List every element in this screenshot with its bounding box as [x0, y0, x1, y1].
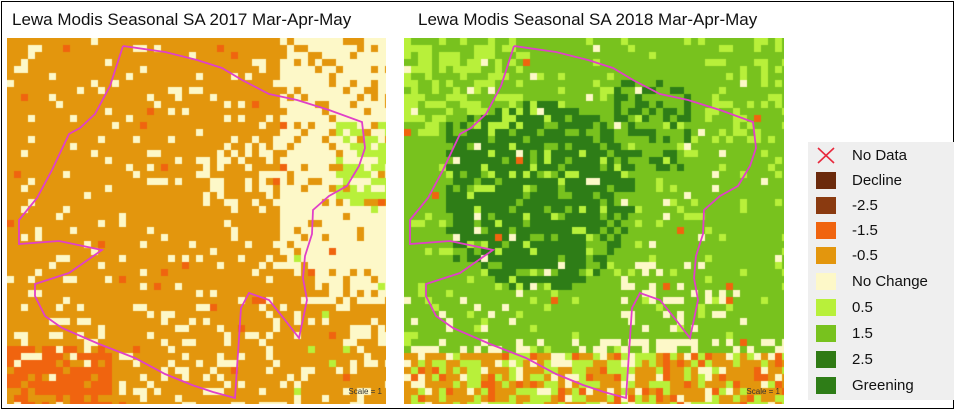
legend: No Data Decline -2.5 -1.5 -0.5 No Change…: [808, 142, 954, 400]
legend-swatch: [816, 196, 836, 214]
legend-item-minus-1-5: -1.5: [816, 219, 878, 241]
legend-swatch: [816, 350, 836, 368]
legend-swatch: [816, 324, 836, 342]
legend-swatch: [816, 298, 836, 316]
x-mark-icon: [816, 146, 836, 164]
legend-item-minus-0-5: -0.5: [816, 244, 878, 266]
map-title-2018: Lewa Modis Seasonal SA 2018 Mar-Apr-May: [418, 10, 758, 29]
conservancy-boundary-2017: [18, 45, 366, 400]
legend-label: Greening: [852, 376, 914, 394]
legend-label: 1.5: [852, 324, 873, 342]
legend-swatch: [816, 221, 836, 239]
map-panel-2017: Scale = 1: [7, 38, 386, 404]
legend-swatch: [816, 171, 836, 189]
legend-label: No Data: [852, 146, 908, 164]
legend-label: -1.5: [852, 221, 878, 239]
conservancy-boundary-2018: [409, 45, 757, 400]
legend-swatch: [816, 376, 836, 394]
scale-label-2018: Scale = 1: [746, 387, 780, 396]
legend-label: -2.5: [852, 196, 878, 214]
legend-item-no-data: No Data: [816, 144, 907, 166]
legend-label: Decline: [852, 171, 903, 189]
legend-label: No Change: [852, 272, 928, 290]
legend-swatch: [816, 246, 836, 264]
legend-label: 0.5: [852, 298, 873, 316]
legend-label: 2.5: [852, 350, 873, 368]
legend-item-minus-2-5: -2.5: [816, 194, 878, 216]
legend-item-0-5: 0.5: [816, 296, 873, 318]
legend-swatch: [816, 272, 836, 290]
legend-item-1-5: 1.5: [816, 322, 873, 344]
map-panel-2018: Scale = 1: [404, 38, 784, 404]
map-title-2017: Lewa Modis Seasonal SA 2017 Mar-Apr-May: [12, 10, 352, 29]
scale-label-2017: Scale = 1: [348, 387, 382, 396]
legend-item-greening: Greening: [816, 374, 914, 396]
legend-item-no-change: No Change: [816, 270, 928, 292]
legend-item-2-5: 2.5: [816, 348, 873, 370]
raster-2018: [404, 38, 784, 404]
raster-2017: [7, 38, 386, 404]
legend-item-decline: Decline: [816, 169, 902, 191]
legend-label: -0.5: [852, 246, 878, 264]
